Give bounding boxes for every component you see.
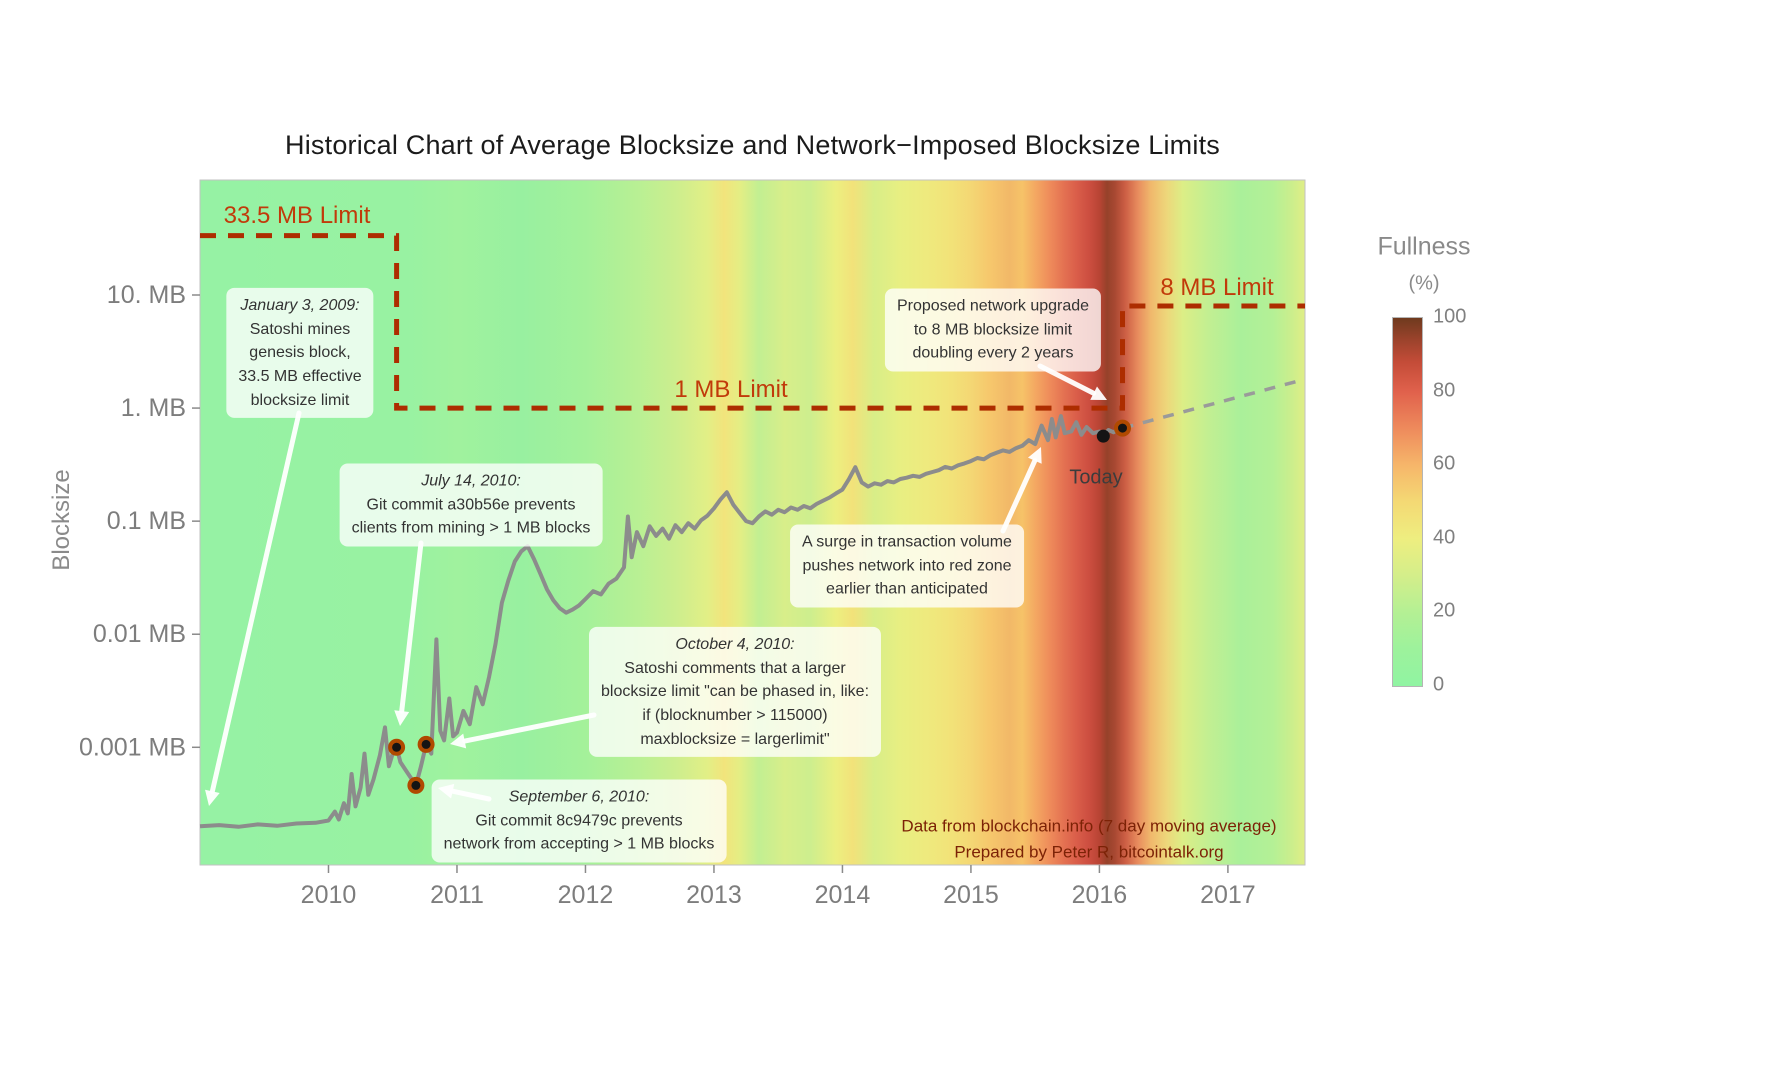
blocksize-line [199, 414, 1123, 829]
event-dots [388, 419, 1131, 794]
svg-text:10. MB: 10. MB [107, 281, 186, 309]
x-axis: 2010 2011 2012 2013 2014 2015 2016 2017 [301, 865, 1256, 909]
annotation-jul2010-date: July 14, 2010: [421, 472, 521, 490]
annotation-proposed-upgrade-text: Proposed network upgrade to 8 MB blocksi… [896, 297, 1090, 362]
event-dot-commit-8c9479c [407, 776, 425, 794]
limit-label-33-5mb: 33.5 MB Limit [223, 202, 371, 229]
legend-title: Fullness [1377, 232, 1471, 261]
oct2010-arrow [462, 712, 597, 744]
legend-unit: (%) [1408, 272, 1440, 295]
surge-arrow [1000, 458, 1038, 534]
colorbar-tick-40: 40 [1433, 526, 1456, 549]
annotation-sep2010-text: Git commit 8c9479c prevents network from… [443, 812, 715, 853]
event-dot-satoshi-comment [417, 735, 435, 753]
limit-line [200, 233, 1305, 411]
plot-frame [199, 179, 1306, 866]
annotation-oct2010-date: October 4, 2010: [675, 635, 795, 653]
genesis-arrow-head [205, 789, 220, 806]
y-axis-label: Blocksize [48, 469, 75, 571]
svg-text:1. MB: 1. MB [121, 394, 186, 422]
projection-line [1122, 377, 1306, 430]
svg-text:2013: 2013 [686, 881, 742, 909]
svg-text:0.1 MB: 0.1 MB [107, 507, 186, 535]
colorbar-tick-80: 80 [1433, 379, 1456, 402]
svg-text:2014: 2014 [815, 881, 871, 909]
today-label: Today [1069, 466, 1123, 489]
jul2010-arrow [399, 540, 424, 714]
svg-text:0.01 MB: 0.01 MB [93, 620, 186, 648]
annotation-jul2010: July 14, 2010: Git commit a30b56e preven… [339, 463, 603, 547]
event-dot-recent-point [1096, 429, 1110, 443]
genesis-arrow [209, 410, 302, 794]
annotation-sep2010: September 6, 2010: Git commit 8c9479c pr… [431, 779, 727, 863]
colorbar-gradient [1392, 317, 1423, 687]
annotation-sep2010-date: September 6, 2010: [508, 788, 650, 806]
svg-text:2015: 2015 [943, 881, 999, 909]
annotation-surge-text: A surge in transaction volume pushes net… [802, 533, 1012, 598]
event-dot-commit-a30b56e [388, 738, 406, 756]
annotation-proposed-upgrade: Proposed network upgrade to 8 MB blocksi… [884, 288, 1102, 372]
page-title: Historical Chart of Average Blocksize an… [285, 130, 1220, 160]
colorbar-tick-60: 60 [1433, 452, 1456, 475]
event-dot-today-point [1114, 419, 1131, 437]
limit-label-8mb: 8 MB Limit [1160, 274, 1274, 301]
svg-text:2012: 2012 [558, 881, 614, 909]
oct2010-arrow-head [450, 733, 467, 749]
surge-arrow-head [1027, 447, 1042, 464]
svg-text:2010: 2010 [301, 881, 357, 909]
proposed-arrow-head [1090, 386, 1107, 400]
colorbar-tick-0: 0 [1433, 673, 1445, 696]
annotation-genesis: January 3, 2009: Satoshi mines genesis b… [226, 287, 374, 419]
data-credit: Data from blockchain.info (7 day moving … [901, 816, 1277, 862]
annotation-genesis-date: January 3, 2009: [240, 296, 360, 314]
svg-text:2011: 2011 [430, 881, 484, 909]
annotation-genesis-text: Satoshi mines genesis block, 33.5 MB eff… [238, 320, 362, 409]
annotation-oct2010-text: Satoshi comments that a larger blocksize… [600, 659, 870, 748]
svg-text:2016: 2016 [1072, 881, 1128, 909]
jul2010-arrow-head [394, 710, 410, 726]
annotation-jul2010-text: Git commit a30b56e prevents clients from… [351, 496, 591, 537]
svg-text:2017: 2017 [1200, 881, 1256, 909]
svg-text:0.001 MB: 0.001 MB [79, 733, 186, 761]
annotation-surge: A surge in transaction volume pushes net… [790, 524, 1024, 608]
colorbar-tick-20: 20 [1433, 599, 1456, 622]
annotation-oct2010: October 4, 2010: Satoshi comments that a… [588, 626, 882, 758]
y-axis: 10. MB 1. MB 0.1 MB 0.01 MB 0.001 MB [79, 281, 200, 761]
colorbar-tick-100: 100 [1433, 305, 1467, 328]
limit-label-1mb: 1 MB Limit [674, 376, 788, 403]
